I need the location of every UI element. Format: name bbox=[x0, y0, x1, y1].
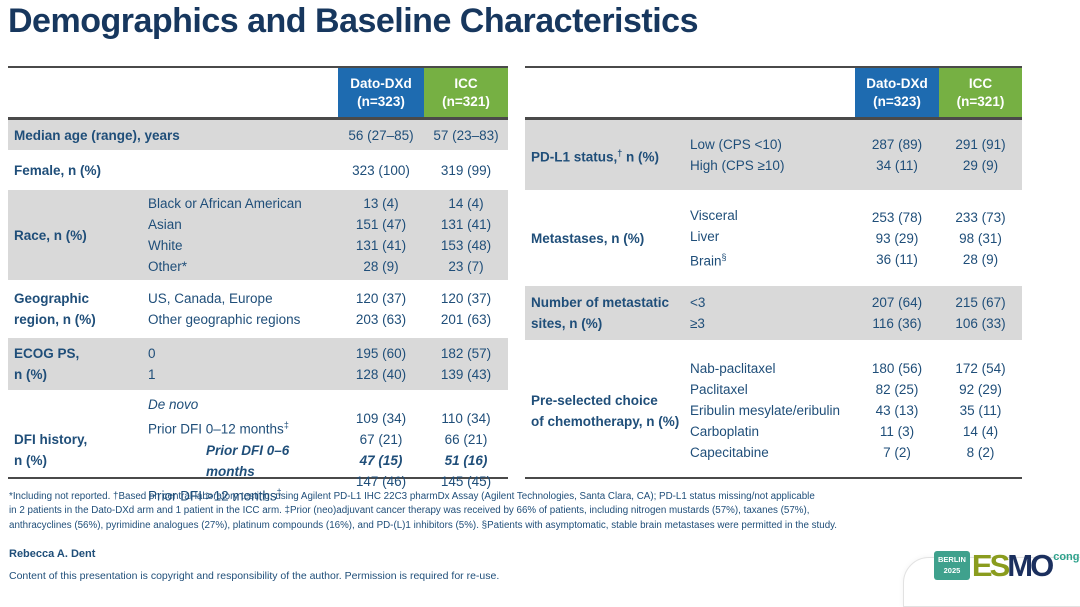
dato-values: 207 (64) 116 (36) bbox=[871, 295, 923, 331]
icc-values: 215 (67) 106 (33) bbox=[955, 295, 1006, 331]
footnote-line: in 2 patients in the Dato-DXd arm and 1 … bbox=[9, 505, 810, 517]
esmo-congress-logo: BERLIN 2025 ESMO congress bbox=[934, 550, 1080, 581]
dato-values: 253 (78) 93 (29) 36 (11) bbox=[871, 209, 923, 267]
row-median-age: Median age (range), years 56 (27–85) 57 … bbox=[8, 120, 508, 150]
arm-name: ICC bbox=[454, 75, 478, 91]
row-label: Female, n (%) bbox=[14, 162, 102, 178]
row-metastases: Metastases, n (%) Visceral Liver Brain§ … bbox=[525, 194, 1022, 282]
sub-labels: Low (CPS <10) High (CPS ≥10) bbox=[690, 137, 785, 173]
dato-values: 56 (27–85) bbox=[348, 127, 414, 143]
sub-labels: Black or African American Asian White Ot… bbox=[148, 196, 302, 274]
demographics-table-right: Dato-DXd (n=323) ICC (n=321) PD-L1 statu… bbox=[525, 66, 1022, 479]
row-race: Race, n (%) Black or African American As… bbox=[8, 190, 508, 280]
sub-labels: Visceral Liver Brain§ bbox=[690, 207, 738, 269]
dato-dxd-column-header: Dato-DXd (n=323) bbox=[855, 68, 939, 117]
dato-values: 323 (100) bbox=[352, 162, 410, 178]
row-metastatic-sites: Number of metastatic sites, n (%) <3 ≥3 … bbox=[525, 286, 1022, 340]
dato-values: 13 (4) 151 (47) 131 (41) 28 (9) bbox=[355, 196, 407, 274]
sub-labels: <3 ≥3 bbox=[690, 295, 706, 331]
row-pdl1-status: PD-L1 status,† n (%) Low (CPS <10) High … bbox=[525, 120, 1022, 190]
berlin-2025-badge: BERLIN 2025 bbox=[934, 551, 970, 580]
icc-values: 120 (37) 201 (63) bbox=[440, 291, 492, 327]
dato-values: 120 (37) 203 (63) bbox=[355, 291, 407, 327]
dato-values: 109 (34) 67 (21) 47 (15) 147 (46) bbox=[355, 411, 407, 489]
arm-name: Dato-DXd bbox=[350, 75, 412, 91]
arm-name: Dato-DXd bbox=[866, 75, 928, 91]
arm-name: ICC bbox=[968, 75, 993, 91]
arm-n: (n=323) bbox=[357, 93, 405, 109]
row-label: Race, n (%) bbox=[14, 227, 87, 243]
icc-values: 233 (73) 98 (31) 28 (9) bbox=[955, 209, 1006, 267]
row-geographic-region: Geographic region, n (%) US, Canada, Eur… bbox=[8, 284, 508, 334]
icc-column-header: ICC (n=321) bbox=[939, 68, 1022, 117]
slide: { "slide": { "title": "Demographics and … bbox=[8, 2, 1080, 607]
footnotes: *Including not reported. †Based on centr… bbox=[9, 490, 1075, 533]
dato-values: 195 (60) 128 (40) bbox=[355, 346, 407, 382]
row-label: Number of metastatic sites, n (%) bbox=[531, 295, 670, 331]
icc-column-header: ICC (n=321) bbox=[424, 68, 508, 117]
copyright-notice: Content of this presentation is copyrigh… bbox=[9, 570, 500, 582]
row-ecog-ps: ECOG PS, n (%) 0 1 195 (60) 128 (40) 182… bbox=[8, 338, 508, 390]
row-label: Pre-selected choice of chemotherapy, n (… bbox=[531, 392, 680, 429]
sub-labels: US, Canada, Europe Other geographic regi… bbox=[148, 291, 301, 327]
icc-values: 182 (57) 139 (43) bbox=[440, 346, 492, 382]
icc-values: 172 (54) 92 (29) 35 (11) 14 (4) 8 (2) bbox=[955, 361, 1006, 460]
footnote-line: anthracyclines (56%), pyrimidine analogu… bbox=[9, 519, 838, 531]
row-label: ECOG PS, n (%) bbox=[14, 346, 80, 382]
sub-labels: Nab-paclitaxel Paclitaxel Eribulin mesyl… bbox=[690, 361, 841, 460]
arm-n: (n=321) bbox=[442, 93, 490, 109]
esmo-wordmark: ESMO bbox=[971, 548, 1054, 583]
row-label: Median age (range), years bbox=[14, 127, 180, 143]
row-label: Geographic region, n (%) bbox=[14, 291, 96, 327]
sub-labels: De novo Prior DFI 0–12 months‡ Prior DFI… bbox=[148, 397, 290, 503]
row-chemotherapy-choice: Pre-selected choice of chemotherapy, n (… bbox=[525, 344, 1022, 477]
row-female: Female, n (%) 323 (100) 319 (99) bbox=[8, 154, 508, 186]
icc-values: 110 (34) 66 (21) 51 (16) 145 (45) bbox=[440, 411, 492, 489]
right-table-header: Dato-DXd (n=323) ICC (n=321) bbox=[525, 68, 1022, 120]
page-title: Demographics and Baseline Characteristic… bbox=[8, 2, 699, 40]
dato-dxd-column-header: Dato-DXd (n=323) bbox=[338, 68, 424, 117]
arm-n: (n=321) bbox=[956, 93, 1005, 109]
footnote-line: *Including not reported. †Based on centr… bbox=[9, 491, 815, 502]
icc-values: 57 (23–83) bbox=[433, 127, 499, 143]
congress-label: congress bbox=[1053, 551, 1080, 563]
author-name: Rebecca A. Dent bbox=[9, 548, 96, 560]
dato-values: 180 (56) 82 (25) 43 (13) 11 (3) 7 (2) bbox=[871, 361, 923, 460]
row-dfi-history: DFI history, n (%) De novo Prior DFI 0–1… bbox=[8, 394, 508, 503]
row-label: DFI history, n (%) bbox=[14, 432, 88, 468]
icc-values: 291 (91) 29 (9) bbox=[955, 137, 1006, 173]
row-label: PD-L1 status,† n (%) bbox=[531, 147, 660, 165]
row-label: Metastases, n (%) bbox=[531, 230, 645, 246]
icc-values: 14 (4) 131 (41) 153 (48) 23 (7) bbox=[440, 196, 492, 274]
icc-values: 319 (99) bbox=[440, 162, 492, 178]
demographics-table-left: Dato-DXd (n=323) ICC (n=321) Median age … bbox=[8, 66, 508, 503]
left-table-header: Dato-DXd (n=323) ICC (n=321) bbox=[8, 68, 508, 120]
sub-labels: 0 1 bbox=[148, 346, 156, 382]
dato-values: 287 (89) 34 (11) bbox=[871, 137, 923, 173]
arm-n: (n=323) bbox=[873, 93, 921, 109]
